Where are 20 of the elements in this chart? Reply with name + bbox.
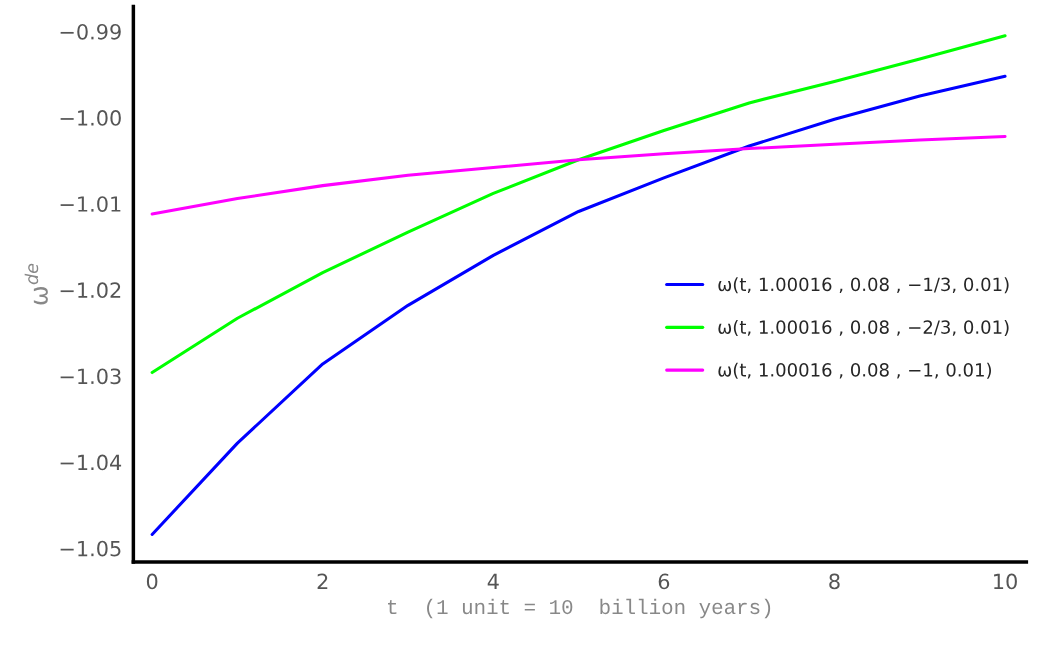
line-series [150, 134, 1007, 216]
y-tick-label: −1.00 [60, 110, 121, 126]
x-tick-label: 0 [146, 573, 158, 590]
x-tick-label: 4 [487, 573, 499, 589]
y-tick-label: −0.99 [60, 23, 121, 40]
y-tick-label: −1.04 [60, 454, 122, 471]
y-tick-label: −1.02 [60, 282, 121, 299]
line-series [150, 74, 1007, 536]
x-tick-label: 6 [658, 573, 670, 590]
y-axis-title: ω$^{de}$ [24, 263, 48, 305]
legend-label: ω(t, 1.00016 , 0.08 , −1, 0.01) [718, 362, 992, 379]
x-axis-title: t (1 unit = 10 billion years) [388, 598, 771, 619]
x-tick-label: 8 [829, 573, 840, 590]
legend-label: ω(t, 1.00016 , 0.08 , −1/3, 0.01) [718, 277, 1009, 294]
legend-label: ω(t, 1.00016 , 0.08 , −2/3, 0.01) [718, 319, 1009, 337]
y-tick-label: −1.03 [60, 368, 121, 385]
y-tick-label: −1.01 [60, 196, 121, 212]
x-tick-label: 10 [994, 573, 1017, 590]
y-tick-label: −1.05 [60, 540, 121, 557]
x-tick-label: 2 [317, 573, 328, 589]
